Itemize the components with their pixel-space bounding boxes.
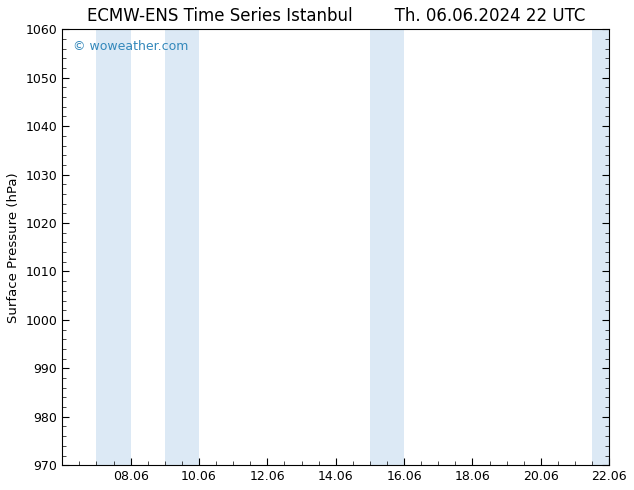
Text: © woweather.com: © woweather.com: [73, 40, 188, 53]
Bar: [96, 29, 131, 465]
Title: ECMW-ENS Time Series Istanbul        Th. 06.06.2024 22 UTC: ECMW-ENS Time Series Istanbul Th. 06.06.…: [87, 7, 585, 25]
Bar: [592, 29, 626, 465]
Bar: [370, 29, 404, 465]
Bar: [165, 29, 199, 465]
Y-axis label: Surface Pressure (hPa): Surface Pressure (hPa): [7, 172, 20, 322]
